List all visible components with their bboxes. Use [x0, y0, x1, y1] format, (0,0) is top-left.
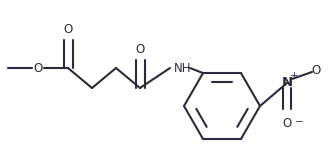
Text: O: O — [33, 62, 43, 75]
Text: N: N — [282, 77, 293, 89]
Text: +: + — [290, 71, 298, 81]
Text: −: − — [295, 117, 304, 127]
Text: O: O — [63, 23, 72, 36]
Text: O: O — [282, 117, 292, 130]
Text: O: O — [311, 64, 321, 77]
Text: NH: NH — [174, 62, 191, 75]
Text: O: O — [135, 43, 145, 56]
